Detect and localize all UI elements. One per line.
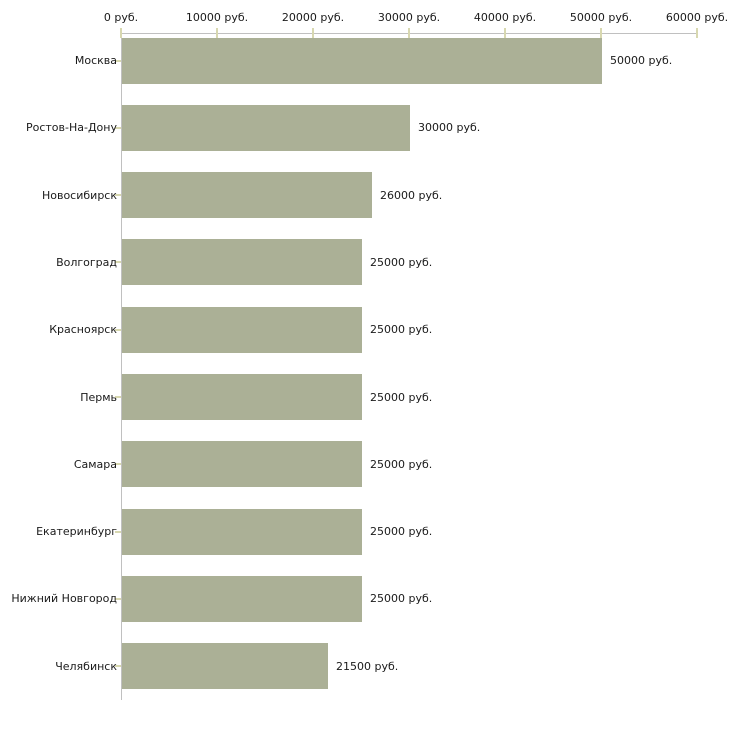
category-tick-mark xyxy=(115,328,121,331)
bar xyxy=(122,37,602,84)
value-label: 26000 руб. xyxy=(380,188,443,202)
category-label: Екатеринбург xyxy=(36,525,117,539)
category-label: Красноярск xyxy=(49,323,117,337)
x-axis-tick-label: 10000 руб. xyxy=(185,11,249,24)
x-axis-tick-label: 40000 руб. xyxy=(473,11,537,24)
x-axis-tick-mark xyxy=(216,28,218,38)
value-label: 25000 руб. xyxy=(370,323,433,337)
value-label: 25000 руб. xyxy=(370,390,433,404)
category-tick-mark xyxy=(115,261,121,264)
category-tick-mark xyxy=(115,126,121,129)
category-label: Челябинск xyxy=(55,659,117,673)
category-tick-mark xyxy=(115,665,121,668)
value-label: 21500 руб. xyxy=(336,659,399,673)
category-tick-mark xyxy=(115,59,121,62)
category-tick-mark xyxy=(115,194,121,197)
x-axis-tick-mark xyxy=(696,28,698,38)
bar xyxy=(122,104,410,151)
category-tick-mark xyxy=(115,463,121,466)
x-axis-tick-mark xyxy=(408,28,410,38)
category-label: Самара xyxy=(73,457,117,471)
category-label: Нижний Новгород xyxy=(11,592,117,606)
bar xyxy=(122,575,362,622)
bar xyxy=(122,441,362,488)
x-axis-tick-label: 20000 руб. xyxy=(281,11,345,24)
category-label: Ростов-На-Дону xyxy=(25,121,117,135)
bar xyxy=(122,374,362,420)
x-axis-tick-mark xyxy=(120,28,122,38)
bar xyxy=(122,508,362,555)
bar xyxy=(122,172,372,219)
y-axis-line xyxy=(121,33,122,700)
x-axis-tick-label: 50000 руб. xyxy=(569,11,633,24)
value-label: 25000 руб. xyxy=(370,457,433,471)
value-label: 30000 руб. xyxy=(418,121,481,135)
category-tick-mark xyxy=(115,530,121,533)
value-label: 25000 руб. xyxy=(370,592,433,606)
bar xyxy=(122,643,328,690)
value-label: 50000 руб. xyxy=(610,54,673,67)
bar xyxy=(122,239,362,286)
x-axis-tick-mark xyxy=(504,28,506,38)
category-label: Пермь xyxy=(80,390,117,404)
category-label: Москва xyxy=(74,54,117,67)
x-axis-tick-mark xyxy=(312,28,314,38)
value-label: 25000 руб. xyxy=(370,255,433,269)
bar xyxy=(122,306,362,353)
x-axis-tick-label: 30000 руб. xyxy=(377,11,441,24)
x-axis-tick-label: 60000 руб. xyxy=(665,11,729,24)
x-axis-tick-mark xyxy=(600,28,602,38)
category-label: Волгоград xyxy=(56,255,117,269)
value-label: 25000 руб. xyxy=(370,525,433,539)
category-tick-mark xyxy=(115,597,121,600)
category-label: Новосибирск xyxy=(41,188,117,202)
category-tick-mark xyxy=(115,396,121,398)
x-axis-tick-label: 0 руб. xyxy=(103,11,139,24)
